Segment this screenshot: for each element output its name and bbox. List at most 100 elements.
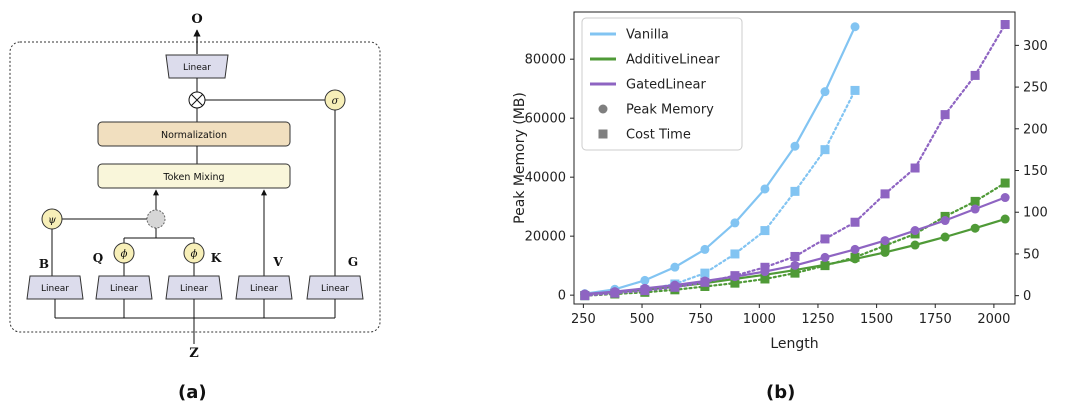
y-right-tick-label: 250: [1023, 81, 1048, 96]
x-tick-label: 1750: [919, 312, 952, 327]
point-vanilla-memory: [670, 262, 680, 272]
y-right-tick-label: 300: [1023, 39, 1048, 54]
psi-symbol: ψ: [48, 215, 56, 226]
legend-label: GatedLinear: [626, 78, 706, 93]
point-gatedlinear-time: [700, 277, 710, 287]
token-mixing-box: [97, 163, 291, 189]
x-tick-label: 1500: [860, 312, 893, 327]
caption-b: (b): [766, 382, 796, 403]
legend-box: [581, 17, 743, 151]
output-label: O: [191, 12, 202, 27]
plot-frame: [573, 11, 1016, 305]
point-vanilla-time: [850, 85, 860, 95]
y-right-tick-label: 150: [1023, 164, 1048, 179]
branch-b-label: B: [39, 257, 49, 271]
point-gatedlinear-time: [940, 110, 950, 120]
point-additivelinear-time: [880, 241, 890, 251]
y-tick-label: 20000: [525, 230, 566, 245]
point-gatedlinear-memory: [880, 236, 890, 246]
point-gatedlinear-time: [910, 163, 920, 173]
block-boundary: [9, 41, 381, 333]
y-right-tick-label: 0: [1023, 289, 1031, 304]
point-vanilla-memory: [850, 22, 860, 32]
x-tick-label: 750: [688, 312, 713, 327]
series-line-vanilla-memory: [584, 26, 856, 295]
linear-q: Linear: [95, 275, 153, 300]
legend-label: Vanilla: [626, 28, 669, 43]
output-linear-label: Linear: [183, 63, 211, 73]
normalization-box: [97, 121, 291, 147]
point-vanilla-memory: [700, 244, 710, 254]
legend-swatch-peak-memory: [598, 104, 608, 114]
point-gatedlinear-memory: [970, 204, 980, 214]
sigma-symbol: σ: [332, 96, 340, 107]
x-axis-label: Length: [770, 336, 818, 352]
point-additivelinear-memory: [1000, 214, 1010, 224]
memory-time-chart: 250 500 750 1000 1250 1500 1750 200002000040000…: [512, 11, 1048, 352]
linear-b: Linear: [26, 275, 84, 300]
x-tick-label: 500: [630, 312, 655, 327]
point-additivelinear-time: [850, 252, 860, 262]
point-gatedlinear-time: [730, 271, 740, 281]
point-gatedlinear-memory: [940, 216, 950, 226]
x-tick-label: 1250: [801, 312, 834, 327]
point-additivelinear-memory: [970, 223, 980, 233]
point-additivelinear-time: [730, 278, 740, 288]
output-linear-box: [165, 54, 229, 79]
linear-k-label: Linear: [180, 284, 208, 294]
y-tick-label: 80000: [525, 53, 566, 68]
point-gatedlinear-time: [820, 234, 830, 244]
point-vanilla-time: [730, 249, 740, 259]
point-additivelinear-time: [970, 196, 980, 206]
point-gatedlinear-time: [670, 282, 680, 292]
linear-g: Linear: [306, 275, 364, 300]
y-right-tick-label: 100: [1023, 206, 1048, 221]
point-additivelinear-memory: [940, 232, 950, 242]
architecture-diagram: O Linear σ Normalization Token Mixing ψ …: [9, 12, 381, 361]
point-gatedlinear-time: [970, 70, 980, 80]
point-gatedlinear-time: [610, 288, 620, 298]
point-gatedlinear-time: [580, 291, 590, 301]
linear-g-label: Linear: [321, 284, 349, 294]
point-vanilla-memory: [640, 275, 650, 285]
point-gatedlinear-time: [790, 251, 800, 261]
point-gatedlinear-memory: [850, 244, 860, 254]
point-gatedlinear-memory: [1000, 193, 1010, 203]
y-tick-label: 60000: [525, 112, 566, 127]
linear-b-label: Linear: [41, 284, 69, 294]
point-vanilla-time: [700, 268, 710, 278]
mixing-node: [146, 209, 166, 229]
linear-k: Linear: [165, 275, 223, 300]
linear-v: Linear: [235, 275, 293, 300]
point-gatedlinear-time: [640, 286, 650, 296]
point-additivelinear-memory: [910, 240, 920, 250]
point-vanilla-memory: [760, 184, 770, 194]
point-additivelinear-time: [820, 261, 830, 271]
point-gatedlinear-memory: [790, 260, 800, 270]
point-vanilla-memory: [790, 141, 800, 151]
point-gatedlinear-time: [760, 262, 770, 272]
point-additivelinear-time: [760, 274, 770, 284]
point-gatedlinear-time: [850, 217, 860, 227]
branch-v-label: V: [272, 255, 283, 269]
branch-q-label: Q: [93, 251, 103, 265]
branch-k-label: K: [211, 251, 222, 265]
phi-k-symbol: ϕ: [191, 249, 198, 260]
point-vanilla-memory: [730, 218, 740, 228]
point-gatedlinear-memory: [820, 252, 830, 262]
caption-a: (a): [178, 382, 207, 403]
y-right-tick-label: 200: [1023, 122, 1048, 137]
legend-swatch-cost-time: [598, 129, 608, 139]
phi-q-symbol: ϕ: [121, 249, 128, 260]
point-vanilla-time: [820, 145, 830, 155]
legend-label: AdditiveLinear: [626, 53, 720, 68]
y-right-tick-label: 50: [1023, 247, 1040, 262]
legend-label: Cost Time: [626, 128, 691, 143]
y-tick-label: 40000: [525, 171, 566, 186]
y-axis-label: Peak Memory (MB): [512, 92, 528, 224]
point-vanilla-memory: [820, 87, 830, 97]
point-gatedlinear-memory: [910, 226, 920, 236]
x-tick-label: 1000: [743, 312, 776, 327]
point-gatedlinear-time: [880, 189, 890, 199]
linear-v-label: Linear: [250, 284, 278, 294]
